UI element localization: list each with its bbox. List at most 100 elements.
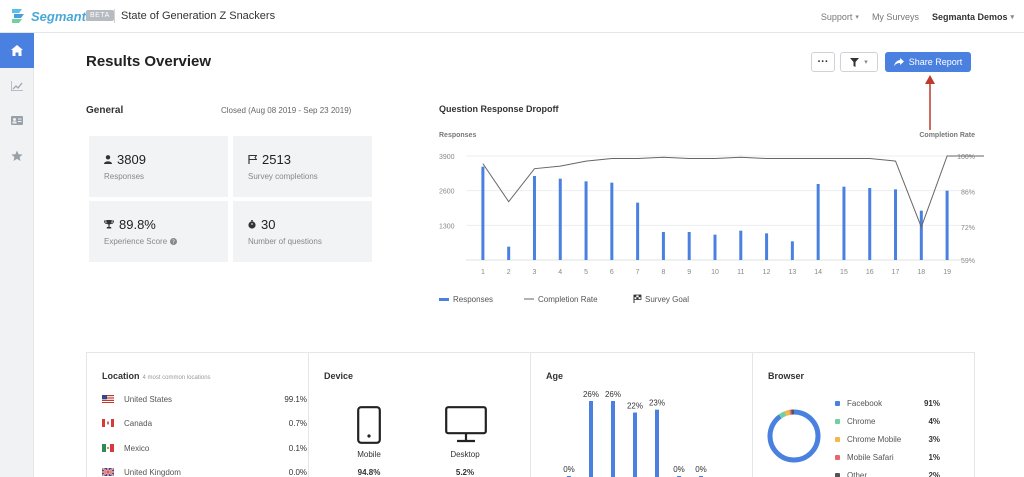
x-tick-label: 6	[610, 269, 614, 276]
browser-name: Facebook	[847, 398, 883, 408]
donut-slice[interactable]	[767, 409, 821, 463]
list-item: Mexico 0.1%	[102, 441, 307, 455]
age-title: Age	[546, 371, 564, 381]
browser-title: Browser	[768, 371, 805, 381]
y2-tick-label: 86%	[961, 190, 975, 197]
account-label: Segmanta Demos	[931, 11, 1008, 22]
support-menu[interactable]: Support ▾	[821, 12, 859, 22]
stat-label: Number of questions	[248, 237, 322, 246]
stat-value: 89.8%	[119, 217, 156, 232]
bar[interactable]	[481, 166, 485, 260]
country-name: Mexico	[124, 443, 150, 453]
browser-name: Other	[847, 470, 868, 477]
legend-item: Chrome Mobile 3%	[835, 433, 940, 445]
bar[interactable]	[610, 182, 614, 260]
more-options-button[interactable]: ···	[811, 52, 835, 72]
top-bar: Segmanta BETA State of Generation Z Snac…	[0, 0, 1024, 33]
data-label: 23%	[649, 399, 665, 408]
star-icon	[11, 150, 23, 161]
bar[interactable]	[507, 246, 511, 260]
bar[interactable]	[894, 189, 898, 260]
bar[interactable]	[919, 210, 923, 260]
bar[interactable]	[633, 412, 637, 477]
y-axis-title: Responses	[439, 132, 476, 139]
y2-axis-title: Completion Rate	[919, 132, 975, 139]
legend-item: Other 2%	[835, 469, 940, 477]
device-title: Device	[324, 371, 354, 381]
browser-name: Chrome Mobile	[847, 434, 902, 444]
bar[interactable]	[589, 401, 593, 477]
bar[interactable]	[765, 233, 769, 260]
bar[interactable]	[842, 186, 846, 260]
share-report-button[interactable]: Share Report	[885, 52, 971, 72]
legend-label: Responses	[453, 295, 493, 304]
bar[interactable]	[868, 188, 872, 260]
sidebar-item-home[interactable]	[0, 33, 34, 68]
account-menu[interactable]: Segmanta Demos ▾	[932, 12, 1014, 22]
bar[interactable]	[739, 230, 743, 260]
country-name: United States	[124, 394, 173, 404]
bar[interactable]	[816, 184, 820, 260]
chevron-down-icon: ▾	[1010, 13, 1014, 21]
more-label: ···	[817, 56, 829, 68]
device-pct: 94.8%	[357, 468, 381, 477]
device-pct: 5.2%	[455, 468, 475, 477]
bar[interactable]	[790, 241, 794, 260]
stat-card-completions: 2513 Survey completions	[233, 136, 372, 197]
x-tick-label: 3	[533, 269, 537, 276]
sidebar-item-contacts[interactable]	[0, 103, 34, 138]
my-surveys-link[interactable]: My Surveys	[872, 12, 919, 22]
x-tick-label: 18	[917, 269, 925, 276]
y2-tick-label: 72%	[961, 225, 975, 232]
x-tick-label: 17	[892, 269, 900, 276]
bar[interactable]	[584, 181, 588, 260]
bar[interactable]	[611, 401, 615, 477]
x-tick-label: 14	[814, 269, 822, 276]
data-label: 0%	[673, 465, 685, 474]
support-label: Support	[820, 11, 853, 22]
y2-tick-label: 59%	[961, 258, 975, 265]
chevron-down-icon: ▾	[855, 13, 859, 21]
chevron-down-icon: ▾	[864, 59, 868, 66]
id-card-icon	[11, 116, 23, 125]
device-label: Mobile	[357, 450, 381, 459]
survey-title: State of Generation Z Snackers	[121, 10, 276, 22]
stat-card-responses: 3809 Responses	[89, 136, 228, 197]
browser-pct: 4%	[928, 416, 940, 426]
general-heading: General	[86, 105, 124, 116]
uk-flag-icon	[102, 468, 114, 476]
x-tick-label: 4	[558, 269, 562, 276]
legend-swatch	[439, 298, 449, 301]
dropoff-chart-title: Question Response Dropoff	[439, 104, 559, 114]
sidebar-item-trends[interactable]	[0, 68, 34, 103]
bar[interactable]	[713, 234, 717, 260]
bar[interactable]	[655, 409, 659, 477]
location-subtitle: 4 most common locations	[142, 375, 211, 381]
y2-tick-label: 100%	[957, 154, 975, 161]
country-name: Canada	[124, 418, 153, 428]
age-card: Age 0% 26% 26% 22% 23% 0% 0%	[531, 353, 753, 477]
help-icon[interactable]: ?	[170, 238, 178, 245]
filter-icon	[850, 57, 860, 67]
bar[interactable]	[558, 178, 562, 260]
x-tick-label: 16	[866, 269, 874, 276]
flag-icon	[248, 155, 257, 164]
bar[interactable]	[661, 232, 665, 260]
donut-slice[interactable]	[767, 409, 821, 463]
country-pct: 99.1%	[284, 394, 307, 404]
legend-swatch	[835, 400, 840, 406]
filter-button[interactable]: ▾	[840, 52, 878, 72]
browser-pct: 3%	[928, 434, 940, 444]
location-card: Location 4 most common locations United S…	[87, 353, 309, 477]
bar[interactable]	[945, 190, 949, 260]
bar[interactable]	[532, 176, 536, 260]
bar[interactable]	[687, 232, 691, 260]
x-tick-label: 8	[661, 269, 665, 276]
dropoff-chart: Responses Completion Rate 3900 2600 1300 100%…	[439, 132, 984, 304]
legend-item: Mobile Safari 1%	[835, 451, 940, 463]
country-name: United Kingdom	[124, 467, 181, 477]
bar[interactable]	[636, 202, 640, 260]
chart-legend: Responses Completion Rate Survey Goal	[439, 294, 689, 304]
sidebar-item-favorites[interactable]	[0, 138, 34, 173]
logo[interactable]: Segmanta	[9, 7, 93, 25]
